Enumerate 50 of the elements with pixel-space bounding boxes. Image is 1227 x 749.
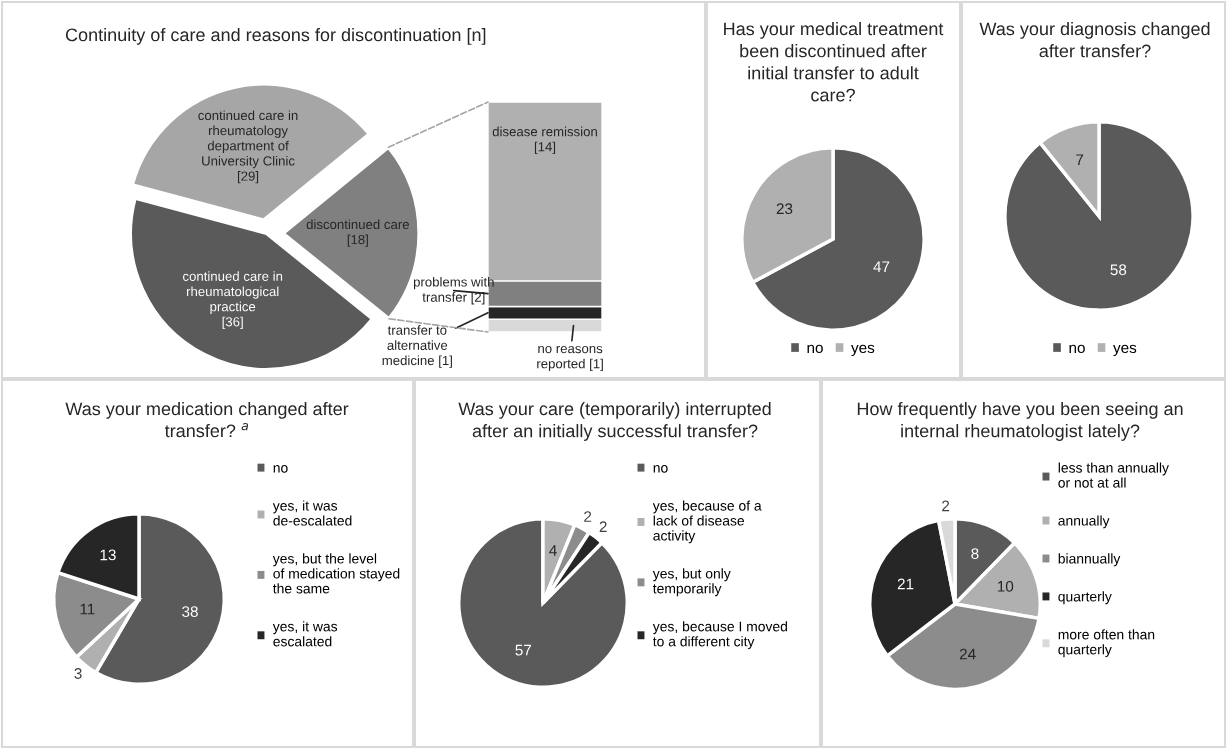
legend-label: yes xyxy=(851,344,875,357)
series-label: disease remission xyxy=(492,126,597,137)
legend-label: less than annually or not at all xyxy=(1058,462,1169,488)
legend-label: quarterly xyxy=(1058,591,1112,605)
data-label: 2 xyxy=(599,521,607,532)
data-label: [29] xyxy=(237,171,259,184)
data-label: [18] xyxy=(347,234,368,247)
data-label: 3 xyxy=(74,668,82,679)
data-label: 57 xyxy=(515,644,532,656)
legend-label: yes, but the level of medication stayed the same xyxy=(272,553,400,594)
chart-title: How frequently have you been seeing an internal rheumatologist lately? xyxy=(857,402,1183,441)
slice-label: discontinued care xyxy=(306,219,409,230)
data-label: [36] xyxy=(222,316,243,330)
data-label: [14] xyxy=(534,141,556,155)
data-label: 21 xyxy=(897,578,914,590)
data-label: 58 xyxy=(1110,264,1127,276)
chart-title: Was your care (temporarily) interrupted after an initially successful transfer? xyxy=(458,402,771,441)
chart-title: Continuity of care and reasons for discontinuation [n] xyxy=(65,28,486,45)
legend-label: yes, it was escalated xyxy=(272,621,338,647)
chart-title: Was your medication changed after transfer? $^{a}$ xyxy=(65,402,349,438)
chart-title: Has your medical treatment been discontinued after initial transfer to adult care? xyxy=(724,22,944,102)
text: transfer to alternative medicine [1] xyxy=(382,325,452,368)
data-label: 47 xyxy=(873,261,890,272)
data-label: 23 xyxy=(776,203,793,215)
legend-label: no xyxy=(1069,344,1085,354)
legend-label: no xyxy=(653,465,668,473)
slice-label: continued care in rheumatology department of University Clinic xyxy=(198,110,298,169)
legend-label: biannually xyxy=(1058,553,1121,567)
data-label: 7 xyxy=(1076,154,1084,165)
data-label: 38 xyxy=(182,606,198,617)
legend-label: no xyxy=(807,344,823,354)
text: no reasons reported [1] xyxy=(537,345,603,371)
legend-label: annually xyxy=(1058,515,1110,529)
slice-label: continued care in rheumatological practice xyxy=(183,271,283,314)
legend-label: yes, because of a lack of disease activity xyxy=(652,500,762,544)
legend-label: yes, it was de-escalated xyxy=(272,500,352,526)
data-label: 13 xyxy=(100,549,116,561)
legend-label: yes, because I moved to a different city xyxy=(652,621,787,650)
data-label: 8 xyxy=(971,548,979,560)
legend-label: yes xyxy=(1113,344,1137,357)
legend-label: yes, but only temporarily xyxy=(652,568,731,597)
data-label: 10 xyxy=(997,580,1014,592)
data-label: 2 xyxy=(584,511,592,522)
data-label: 4 xyxy=(549,545,557,556)
data-label: 24 xyxy=(959,648,976,660)
legend-label: more often than quarterly xyxy=(1058,629,1155,658)
legend-label: no xyxy=(273,465,288,473)
data-label: 11 xyxy=(80,603,95,615)
chart-title: Was your diagnosis changed after transfer? xyxy=(979,22,1210,58)
data-label: 2 xyxy=(942,500,950,512)
